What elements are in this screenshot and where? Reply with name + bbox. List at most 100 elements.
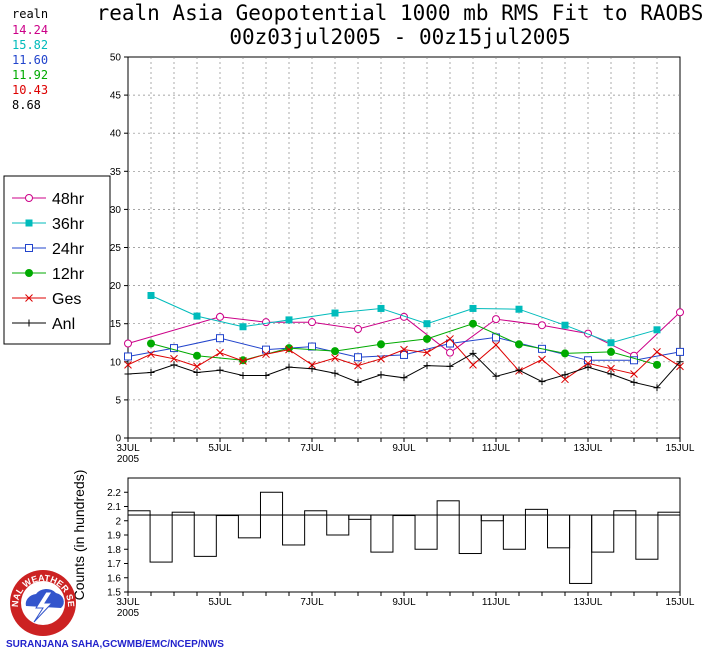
count-bars: [127, 491, 681, 584]
point-36hr: [423, 320, 431, 328]
point-ges: [400, 345, 408, 354]
main-xtick-label: 13JUL: [574, 443, 603, 454]
legend-label-anl: Anl: [52, 316, 75, 333]
point-ges: [308, 360, 316, 369]
point-ges: [607, 364, 615, 373]
main-series: [124, 292, 684, 392]
point-12hr: [147, 339, 155, 348]
stat-24hr: 11.60: [12, 53, 48, 67]
point-anl: [193, 368, 201, 376]
point-ges: [469, 360, 477, 369]
count-bar: [436, 500, 460, 516]
stats-label: realn: [12, 7, 48, 21]
point-12hr: [423, 334, 431, 343]
point-anl: [630, 378, 638, 386]
count-ytick-label: 1.5: [107, 588, 121, 599]
main-ytick-label: 15: [110, 319, 122, 330]
point-ges: [354, 361, 362, 370]
chart-date-range: 00z03jul2005 - 00z15jul2005: [229, 25, 570, 49]
point-anl: [400, 374, 408, 382]
main-ytick-label: 20: [110, 281, 122, 292]
count-bar: [524, 508, 549, 516]
legend-label-36hr: 36hr: [52, 216, 85, 233]
count-bar: [414, 514, 438, 550]
count-bar: [613, 510, 637, 516]
point-ges: [285, 345, 293, 354]
count-ytick-label: 1.7: [107, 559, 121, 570]
stat-48hr: 14.24: [12, 23, 48, 37]
stats-block: realn 14.24 15.82 11.60 11.92 10.43 8.68: [12, 7, 48, 112]
point-12hr: [607, 347, 615, 356]
point-36hr: [147, 292, 155, 300]
count-ytick-label: 1.6: [107, 573, 121, 584]
main-ytick-label: 40: [110, 129, 122, 140]
credit-text: SURANJANA SAHA,GCWMB/EMC/NCEP/NWS: [6, 639, 224, 650]
chart-title: realn Asia Geopotential 1000 mb RMS Fit …: [97, 1, 704, 25]
stat-36hr: 15.82: [12, 38, 48, 52]
main-xtick-sublabel: 2005: [117, 454, 140, 465]
point-12hr: [331, 347, 339, 356]
point-ges: [262, 350, 270, 359]
legend-marker-ges: [25, 294, 33, 302]
main-ytick-label: 10: [110, 357, 122, 368]
point-anl: [285, 363, 293, 371]
main-ytick-label: 5: [115, 395, 121, 406]
point-12hr: [193, 351, 201, 360]
count-bar: [569, 514, 593, 584]
point-24hr: [170, 344, 178, 353]
point-anl: [446, 362, 454, 370]
count-xtick-label: 5JUL: [208, 597, 232, 608]
count-bar: [657, 511, 681, 516]
point-anl: [469, 349, 477, 357]
point-36hr: [377, 304, 385, 312]
count-xtick-label: 15JUL: [666, 597, 695, 608]
count-ytick-label: 1.8: [107, 545, 121, 556]
point-ges: [147, 350, 155, 359]
point-ges: [331, 354, 339, 362]
point-anl: [607, 370, 615, 378]
count-ytick-label: 2.1: [107, 502, 121, 513]
count-bar: [370, 514, 394, 553]
legend-marker-48hr: [25, 194, 33, 202]
point-48hr: [308, 318, 316, 327]
main-y-axis: 0 5 10 15 20 25 30 35 40 45 50: [110, 53, 128, 445]
point-12hr: [469, 319, 477, 328]
point-anl: [331, 369, 339, 377]
point-36hr: [515, 305, 523, 313]
point-anl: [124, 370, 132, 378]
main-xtick-label: 7JUL: [300, 443, 324, 454]
count-bar: [591, 514, 615, 553]
main-ytick-label: 30: [110, 205, 122, 216]
count-ytick-label: 2.2: [107, 488, 121, 499]
point-48hr: [124, 339, 132, 348]
count-bar: [458, 514, 482, 555]
legend-marker-anl: [25, 319, 33, 327]
legend-marker-12hr: [25, 269, 33, 277]
point-36hr: [653, 326, 661, 334]
point-36hr: [607, 339, 615, 347]
point-12hr: [515, 340, 523, 349]
main-ytick-label: 25: [110, 243, 122, 254]
main-xtick-label: 9JUL: [392, 443, 416, 454]
point-anl: [354, 378, 362, 386]
point-12hr: [653, 360, 661, 369]
point-48hr: [492, 315, 500, 324]
count-bar: [502, 514, 526, 550]
count-bar: [127, 510, 151, 516]
count-bar: [237, 514, 261, 539]
point-ges: [423, 348, 431, 357]
legend-label-ges: Ges: [52, 291, 81, 308]
point-ges: [124, 360, 132, 369]
point-36hr: [561, 321, 569, 329]
stat-anl: 8.68: [12, 98, 41, 112]
legend-marker-36hr: [25, 219, 33, 227]
point-36hr: [193, 312, 201, 320]
point-24hr: [676, 347, 684, 356]
count-bar: [282, 514, 306, 546]
point-anl: [676, 358, 684, 366]
count-bar: [547, 514, 571, 549]
point-24hr: [354, 353, 362, 362]
point-ges: [584, 359, 592, 368]
